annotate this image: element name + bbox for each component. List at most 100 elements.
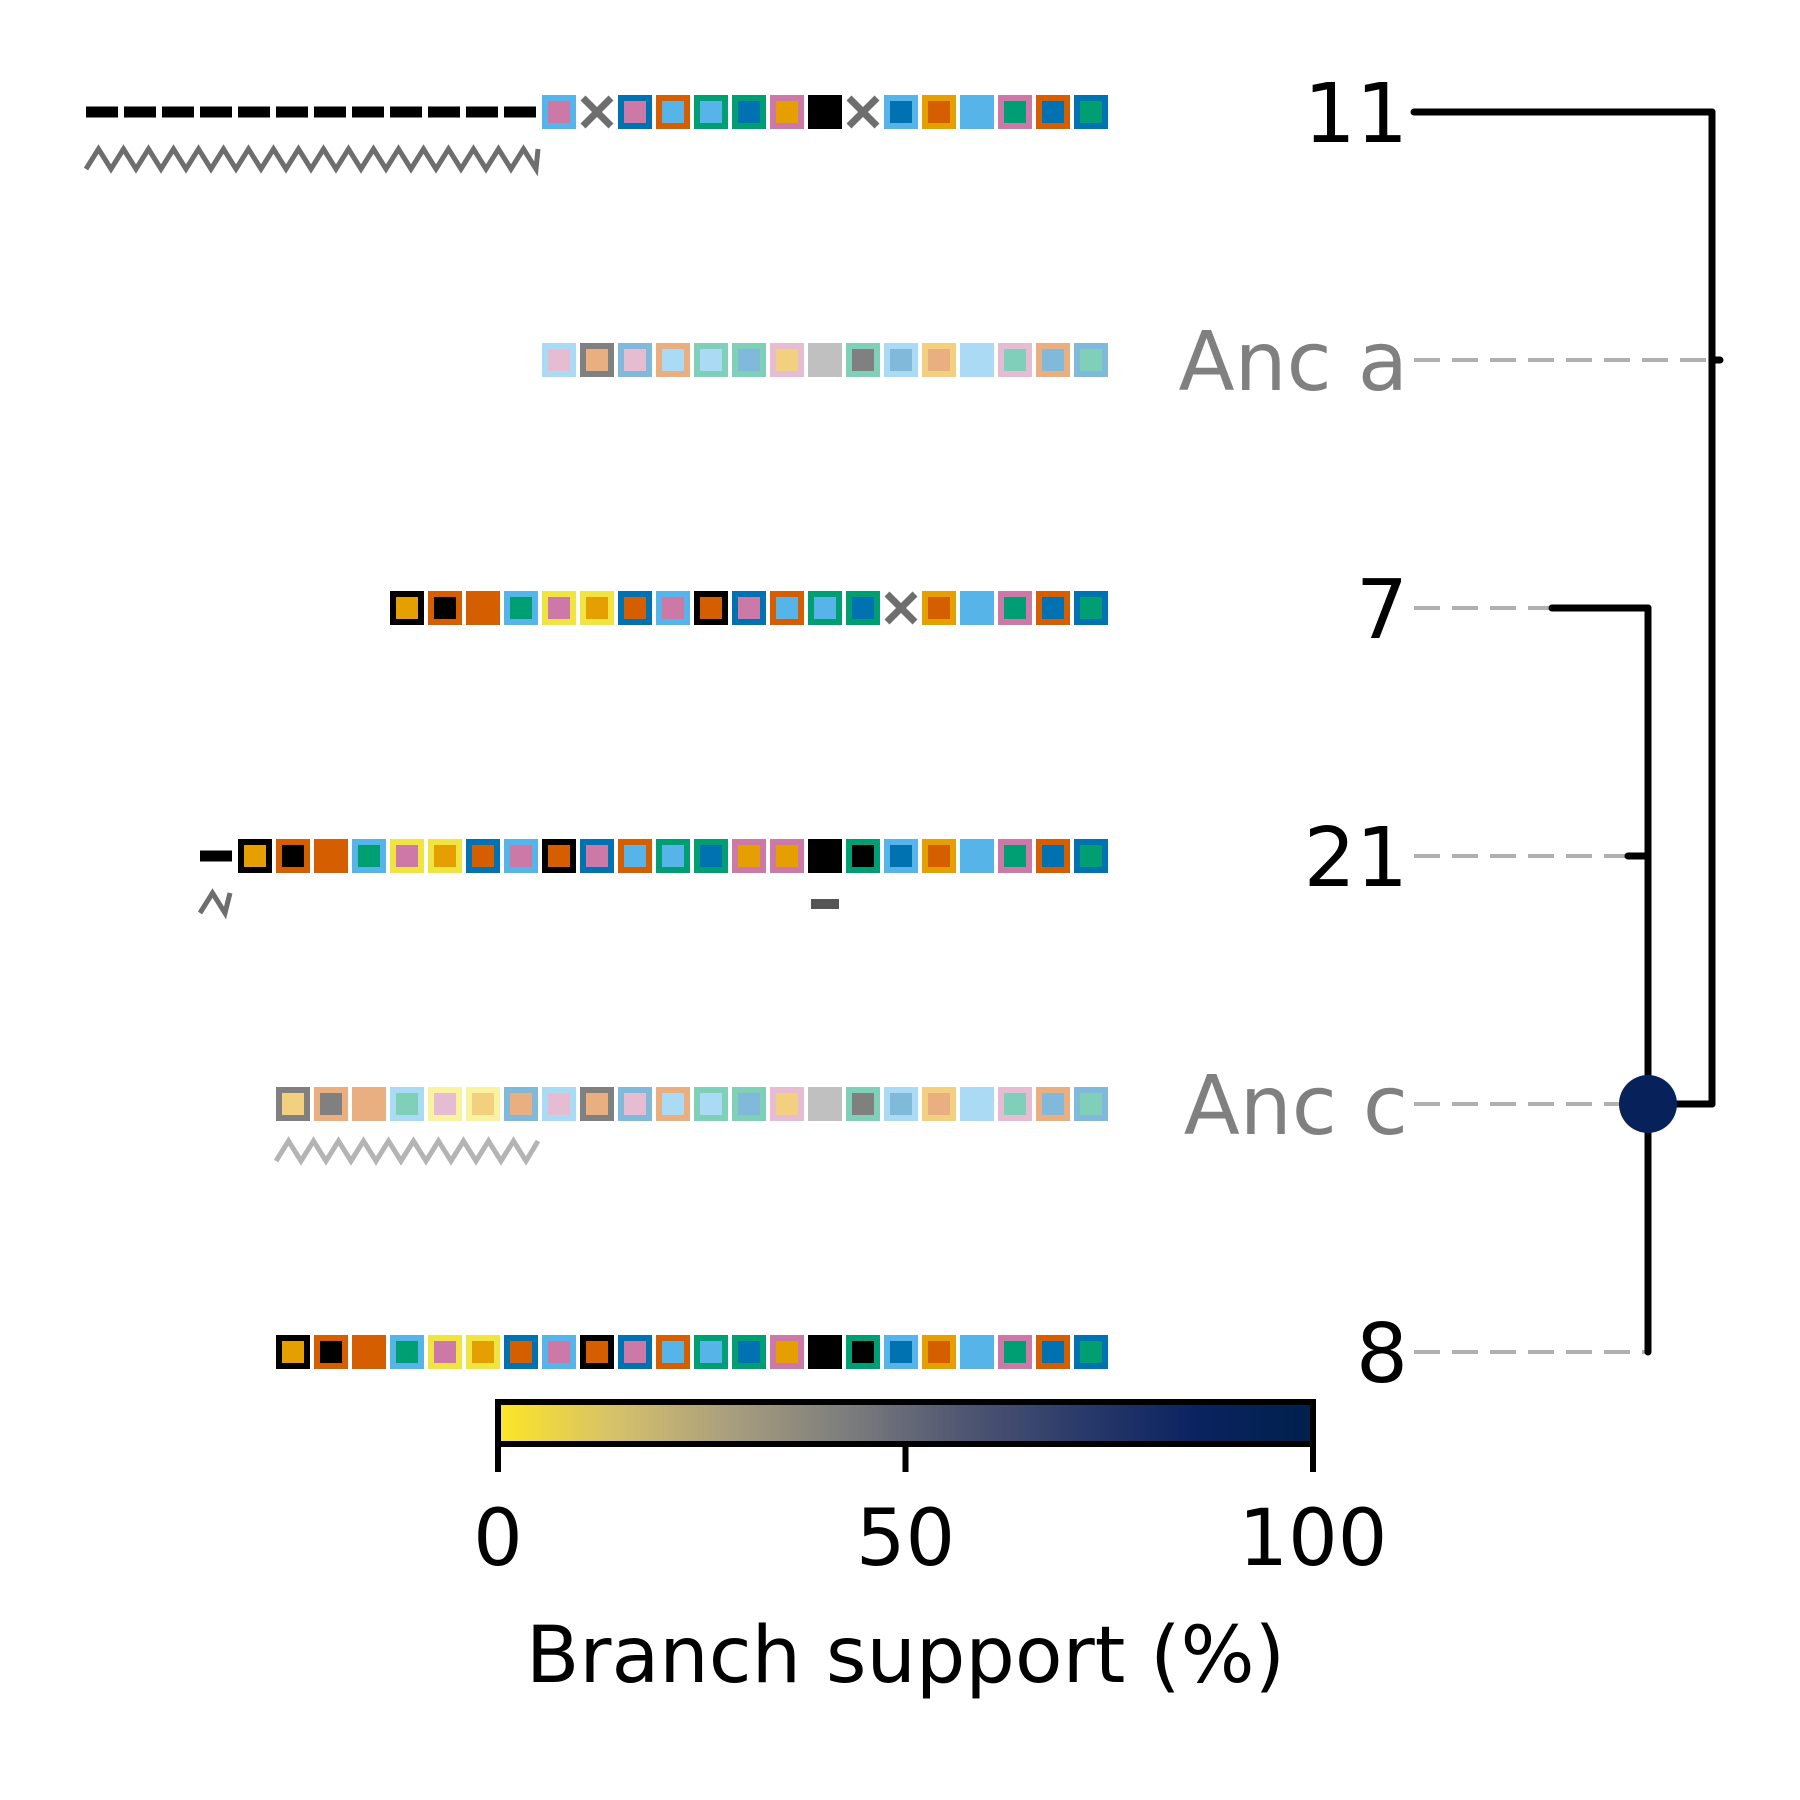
colorbar-tick-label-100: 100: [1239, 1494, 1388, 1584]
gene-cell-inner: [1004, 101, 1026, 123]
gene-cell-inner: [776, 845, 798, 867]
gene-cell-inner: [510, 845, 532, 867]
wavy-indel-mark: [197, 888, 233, 920]
gene-cell-inner: [662, 1093, 684, 1115]
gene-cell-inner: [472, 1341, 494, 1363]
gene-cell-inner: [624, 1341, 646, 1363]
gene-cell-inner: [472, 597, 494, 619]
gene-cell-inner: [358, 845, 380, 867]
gene-cell-inner: [586, 349, 608, 371]
gene-cell-inner: [852, 1341, 874, 1363]
gene-cell-inner: [282, 1093, 304, 1115]
colorbar-tick-label-0: 0: [473, 1494, 523, 1584]
gene-cell-inner: [548, 1093, 570, 1115]
deletion-mark: [580, 95, 614, 129]
gene-cell-inner: [814, 597, 836, 619]
wavy-indel-mark: [83, 144, 541, 177]
gene-cell-inner: [890, 101, 912, 123]
gene-cell-inner: [928, 597, 950, 619]
gene-cell-inner: [890, 1341, 912, 1363]
gene-cell-inner: [852, 1093, 874, 1115]
gene-cell-inner: [624, 597, 646, 619]
leaf-label-leaf-11: 11: [1304, 67, 1408, 162]
gene-cell-inner: [1004, 1093, 1026, 1115]
gene-cell-inner: [548, 349, 570, 371]
deletion-mark: [884, 591, 918, 625]
support-node: [1619, 1075, 1677, 1133]
colorbar-gradient: [495, 1399, 1316, 1447]
gene-cell-inner: [396, 1093, 418, 1115]
gene-cell-inner: [814, 101, 836, 123]
colorbar-title: Branch support (%): [526, 1611, 1285, 1701]
gene-cell-inner: [928, 845, 950, 867]
gene-cell-inner: [1042, 1093, 1064, 1115]
gene-cell-inner: [852, 845, 874, 867]
gene-cell-inner: [434, 1093, 456, 1115]
gene-cell-inner: [700, 597, 722, 619]
gene-cell-inner: [434, 1341, 456, 1363]
gene-cell-inner: [1004, 1341, 1026, 1363]
gene-cell-inner: [434, 845, 456, 867]
gene-cell-inner: [472, 845, 494, 867]
track-leaf-21: [197, 839, 1108, 920]
gene-cell-inner: [1080, 845, 1102, 867]
track-anc-c: [273, 1087, 1108, 1166]
gene-cell-inner: [1080, 597, 1102, 619]
gene-cell-inner: [738, 597, 760, 619]
leaf-label-leaf-8: 8: [1356, 1307, 1408, 1402]
gene-cell-inner: [1080, 101, 1102, 123]
leaf-labels: 11 Anc a 7 21 Anc c 8: [1179, 67, 1408, 1402]
deletion-mark: [846, 95, 880, 129]
gene-cell-inner: [1042, 349, 1064, 371]
gene-cell-inner: [624, 845, 646, 867]
small-indel-mark: [811, 899, 839, 909]
gene-cell-inner: [776, 101, 798, 123]
gene-cell-inner: [586, 1093, 608, 1115]
gene-cell-inner: [966, 101, 988, 123]
gene-cell-inner: [776, 1341, 798, 1363]
gene-cell-inner: [548, 845, 570, 867]
gene-cell-inner: [966, 845, 988, 867]
gene-cell-inner: [548, 101, 570, 123]
gene-cell-inner: [510, 1341, 532, 1363]
gene-cell-inner: [282, 1341, 304, 1363]
gene-cell-inner: [966, 1341, 988, 1363]
gene-cell-inner: [586, 845, 608, 867]
leaf-label-leaf-21: 21: [1304, 811, 1408, 906]
gene-cell-inner: [320, 1093, 342, 1115]
gene-cell-inner: [282, 845, 304, 867]
gene-cell-inner: [1004, 349, 1026, 371]
gene-cell-inner: [928, 1341, 950, 1363]
gene-cell-inner: [586, 597, 608, 619]
track-leaf-11: [83, 95, 1108, 177]
gene-cell-inner: [396, 1341, 418, 1363]
gene-cell-inner: [738, 1341, 760, 1363]
gene-cell-inner: [548, 1341, 570, 1363]
gene-cell-inner: [358, 1341, 380, 1363]
gene-cell-inner: [738, 349, 760, 371]
gene-cell-inner: [624, 101, 646, 123]
gene-cell-inner: [624, 1093, 646, 1115]
gene-cell-inner: [1042, 1341, 1064, 1363]
gene-cell-inner: [738, 1093, 760, 1115]
tree-branches: [1410, 108, 1724, 1356]
gene-cell-inner: [1080, 1341, 1102, 1363]
gene-cell-inner: [928, 101, 950, 123]
gene-cell-inner: [586, 1341, 608, 1363]
gene-cell-inner: [1042, 101, 1064, 123]
gene-cell-inner: [890, 845, 912, 867]
gene-cell-inner: [510, 597, 532, 619]
sequence-tracks: [83, 95, 1108, 1369]
gene-cell-inner: [814, 845, 836, 867]
gene-cell-inner: [966, 1093, 988, 1115]
gene-cell-inner: [662, 845, 684, 867]
gene-cell-inner: [472, 1093, 494, 1115]
gene-cell-inner: [966, 349, 988, 371]
gene-cell-inner: [510, 1093, 532, 1115]
track-anc-a: [542, 343, 1108, 377]
gene-cell-inner: [244, 845, 266, 867]
gene-cell-inner: [320, 1341, 342, 1363]
gene-cell-inner: [1004, 845, 1026, 867]
gene-cell-inner: [852, 349, 874, 371]
